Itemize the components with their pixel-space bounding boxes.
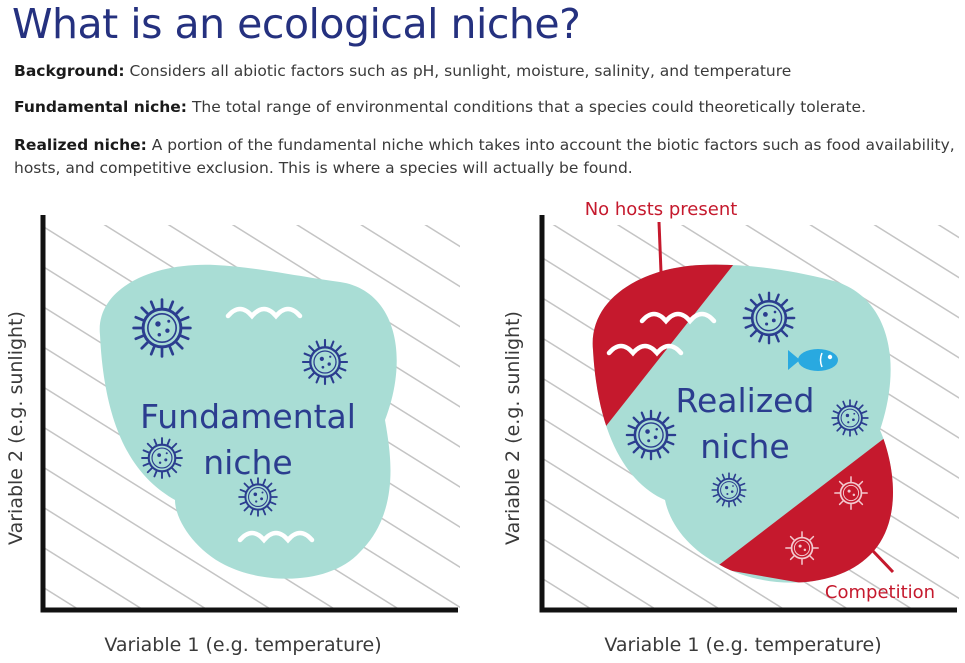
niche-label: Fundamental bbox=[140, 397, 356, 436]
callout-line bbox=[657, 221, 663, 273]
definition-text: Considers all abiotic factors such as pH… bbox=[129, 62, 792, 80]
niche-label: niche bbox=[700, 427, 789, 466]
no-hosts-callout: No hosts present bbox=[585, 199, 738, 220]
x-axis-label: Variable 1 (e.g. temperature) bbox=[104, 634, 381, 656]
definition-term: Fundamental niche: bbox=[14, 98, 187, 116]
y-axis-label: Variable 2 (e.g. sunlight) bbox=[502, 311, 524, 545]
definition-background: Background: Considers all abiotic factor… bbox=[14, 60, 959, 83]
definition-term: Background: bbox=[14, 62, 125, 80]
definition-text: The total range of environmental conditi… bbox=[191, 98, 867, 116]
x-axis-label: Variable 1 (e.g. temperature) bbox=[604, 634, 881, 656]
axes bbox=[539, 215, 957, 613]
fundamental-niche-diagram: Fundamental niche Variable 1 (e.g. tempe… bbox=[5, 215, 460, 656]
fish-icon bbox=[788, 349, 838, 371]
definition-fundamental-niche: Fundamental niche: The total range of en… bbox=[14, 96, 959, 119]
definition-realized-niche: Realized niche: A portion of the fundame… bbox=[14, 134, 959, 180]
competition-callout: Competition bbox=[825, 582, 935, 603]
page-title: What is an ecological niche? bbox=[12, 0, 581, 48]
y-axis-label: Variable 2 (e.g. sunlight) bbox=[5, 311, 27, 545]
realized-niche-diagram: Realized niche No hosts present Competit… bbox=[502, 199, 959, 656]
niche-label: niche bbox=[203, 443, 292, 482]
niche-label: Realized bbox=[676, 381, 815, 420]
callout-line bbox=[870, 548, 895, 574]
definition-term: Realized niche: bbox=[14, 136, 147, 154]
definition-text: A portion of the fundamental niche which… bbox=[14, 136, 955, 177]
axes bbox=[40, 215, 458, 613]
competition-region bbox=[715, 430, 894, 583]
